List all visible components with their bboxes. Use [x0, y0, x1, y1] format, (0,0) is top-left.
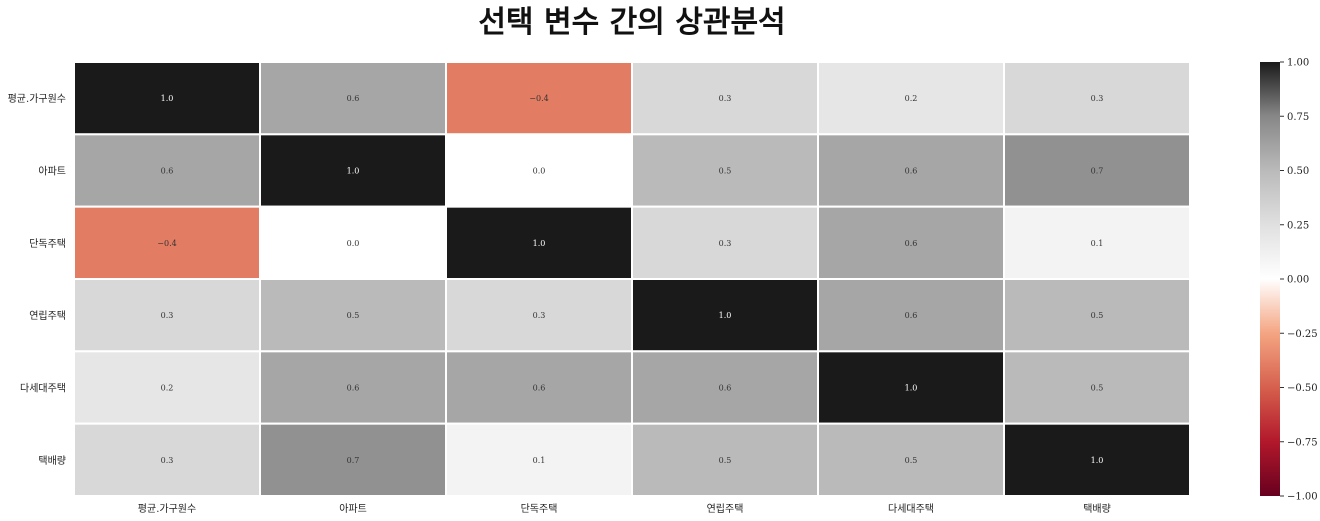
colorbar [1260, 62, 1280, 496]
heatmap-cell [631, 350, 819, 425]
y-tick-label: 단독주택 [29, 238, 66, 250]
colorbar-tick-label: −0.50 [1287, 383, 1318, 394]
cell-value-label: 1.0 [533, 239, 546, 248]
cell-value-label: 1.0 [1091, 456, 1104, 465]
cell-value-label: 0.5 [905, 456, 918, 465]
heatmap-cell [817, 205, 1005, 281]
cell-value-label: 0.6 [905, 239, 918, 248]
cell-value-label: 0.6 [533, 384, 546, 393]
colorbar-tick-label: 0.00 [1287, 275, 1309, 286]
heatmap-cell [817, 350, 1005, 425]
cell-value-label: 0.7 [1091, 167, 1104, 176]
heatmap-cell [631, 278, 819, 353]
x-tick-label: 평균.가구원수 [138, 503, 196, 515]
y-tick-label: 택배량 [38, 455, 66, 467]
cell-value-label: 0.0 [533, 167, 546, 176]
cell-value-label: 0.6 [347, 384, 360, 393]
cell-value-label: 0.3 [533, 311, 546, 320]
x-tick-label: 택배량 [1083, 503, 1111, 515]
cell-value-label: 1.0 [161, 94, 174, 103]
colorbar-tick-labels: 1.00 0.75 0.50 0.25 0.00 −0.25 −0.50 −0.75 −1.00 [1280, 58, 1318, 503]
heatmap-cell [445, 61, 633, 136]
heatmap-cell [1003, 350, 1191, 425]
cell-value-label: 0.0 [347, 239, 360, 248]
cell-value-label: 0.5 [1091, 384, 1104, 393]
cell-value-label: 1.0 [347, 167, 360, 176]
colorbar-tick-label: −0.25 [1287, 329, 1318, 340]
cell-value-label: 0.5 [1091, 311, 1104, 320]
cell-value-label: 0.5 [347, 311, 360, 320]
cell-value-label: −0.4 [529, 94, 548, 103]
cell-value-label: 0.2 [161, 384, 174, 393]
heatmap-cell [1003, 133, 1191, 208]
heatmap-cell [73, 350, 261, 425]
heatmap-cell [259, 278, 447, 353]
heatmap-cell [445, 350, 633, 425]
cell-value-label: 1.0 [719, 311, 732, 320]
x-tick-label: 연립주택 [707, 502, 744, 515]
heatmap-cell [631, 205, 819, 281]
cell-value-label: 0.6 [905, 167, 918, 176]
cell-value-label: 0.1 [1091, 239, 1104, 248]
cell-value-label: 0.6 [347, 94, 360, 103]
x-axis-tick-labels: 평균.가구원수 아파트 단독주택 연립주택 다세대주택 택배량 [138, 502, 1111, 515]
heatmap-cell [817, 278, 1005, 353]
cell-value-label: 0.6 [161, 167, 174, 176]
heatmap-cell [1003, 422, 1191, 497]
colorbar-tick-label: −0.75 [1287, 437, 1318, 448]
heatmap-cell [1003, 278, 1191, 353]
heatmap-cell [1003, 61, 1191, 136]
chart-title: 선택 변수 간의 상관분석 [478, 5, 785, 40]
cell-value-label: 0.2 [905, 94, 918, 103]
heatmap-cell [73, 278, 261, 353]
heatmap-cell [817, 422, 1005, 497]
cell-value-label: 0.6 [719, 384, 732, 393]
cell-value-label: 0.5 [719, 167, 732, 176]
cell-value-label: 0.3 [1091, 94, 1104, 103]
y-tick-label: 다세대주택 [20, 383, 66, 395]
heatmap-cell [259, 133, 447, 208]
heatmap-cell [73, 61, 261, 136]
cell-value-label: 1.0 [905, 384, 918, 393]
colorbar-tick-label: 0.25 [1287, 220, 1309, 231]
y-tick-label: 평균.가구원수 [8, 93, 66, 105]
cell-value-label: 0.7 [347, 456, 360, 465]
y-tick-label: 아파트 [38, 166, 66, 178]
heatmap-cell [631, 422, 819, 497]
cell-value-label: −0.4 [157, 239, 176, 248]
heatmap-cell [1003, 205, 1191, 281]
heatmap-cell [445, 278, 633, 353]
colorbar-tick-label: 1.00 [1287, 58, 1309, 69]
colorbar-tick-label: 0.50 [1287, 166, 1309, 177]
y-tick-label: 연립주택 [29, 309, 66, 322]
heatmap-cells: 1.0 0.6 −0.4 0.3 0.2 0.3 0.6 1.0 0.0 0.5 0.6 0.7 −0.… [73, 61, 1191, 497]
cell-value-label: 0.5 [719, 456, 732, 465]
x-tick-label: 단독주택 [521, 503, 558, 515]
colorbar-tick-label: −1.00 [1287, 492, 1318, 503]
x-tick-label: 다세대주택 [888, 503, 934, 515]
cell-value-label: 0.3 [161, 311, 174, 320]
cell-value-label: 0.1 [533, 456, 546, 465]
heatmap-cell [73, 422, 261, 497]
cell-value-label: 0.3 [161, 456, 174, 465]
heatmap-cell [631, 133, 819, 208]
heatmap-cell [259, 61, 447, 136]
x-tick-label: 아파트 [339, 503, 367, 515]
cell-value-label: 0.3 [719, 239, 732, 248]
cell-value-label: 0.6 [905, 311, 918, 320]
colorbar-tick-label: 0.75 [1287, 112, 1309, 123]
cell-value-label: 0.3 [719, 94, 732, 103]
heatmap-cell [259, 205, 447, 281]
